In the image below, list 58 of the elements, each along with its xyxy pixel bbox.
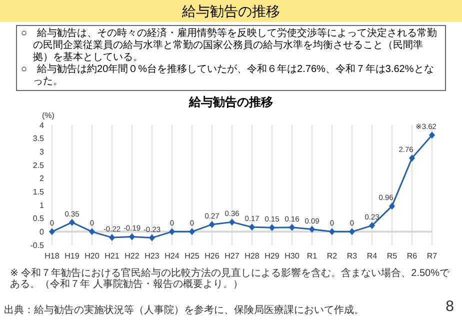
point xyxy=(289,224,295,231)
y-tick-label: 2.5 xyxy=(32,160,45,170)
point xyxy=(249,224,255,231)
x-tick-label: H30 xyxy=(284,252,300,261)
x-tick-label: H21 xyxy=(104,252,120,261)
y-tick-label: -0.5 xyxy=(30,240,45,250)
x-tick-label: H23 xyxy=(144,252,160,261)
y-tick-label: 0.5 xyxy=(32,214,45,224)
x-tick-label: R7 xyxy=(426,252,438,261)
point xyxy=(309,226,315,233)
x-tick-label: R1 xyxy=(306,252,318,261)
text: ※ 令和７年勧告における官民給与の比較方法の見直しによる影響を含む。含まない場合、2.50%である。（令和７年 人事院勧告・報告の概要より。） xyxy=(10,268,450,290)
point xyxy=(109,234,115,242)
x-tick-label: H28 xyxy=(244,252,260,261)
point xyxy=(189,228,195,236)
x-tick-label: R5 xyxy=(386,252,398,261)
point xyxy=(229,218,235,226)
y-tick-label: 4 xyxy=(40,120,45,130)
point xyxy=(209,220,215,228)
point xyxy=(269,224,275,232)
x-tick-label: H27 xyxy=(224,252,240,261)
x-tick-label: R4 xyxy=(366,252,378,261)
y-tick-label: 3 xyxy=(40,148,45,157)
source-note: 出典：給与勧告の実施状況等（人事院）を参考に、保険局医療課において作成。 xyxy=(4,304,364,317)
point xyxy=(149,234,155,242)
point xyxy=(349,228,355,236)
point xyxy=(329,228,335,236)
y-tick-label: 1.5 xyxy=(32,188,45,197)
x-tick-label: H26 xyxy=(204,252,220,261)
point xyxy=(409,154,415,162)
x-tick-label: R2 xyxy=(326,252,338,261)
x-tick-label: H18 xyxy=(44,252,60,261)
x-tick-label: R6 xyxy=(406,252,418,261)
point xyxy=(89,228,95,236)
y-tick-label: 0 xyxy=(40,228,45,237)
point xyxy=(69,218,75,226)
text: 8 xyxy=(446,298,454,315)
point xyxy=(429,132,435,139)
chart-subtitle: 給与勧告の推移 xyxy=(188,94,274,111)
point xyxy=(389,202,395,210)
y-tick-label: 1 xyxy=(40,200,45,210)
text: ○ 給与勧告は約20年間０%台を推移していたが、令和６年は2.76%、令和７年は3.62%となった。 xyxy=(21,64,435,88)
y-tick-label: 2 xyxy=(40,174,45,184)
x-tick-label: H20 xyxy=(84,252,100,261)
point xyxy=(169,228,175,236)
y-tick-label: 3.5 xyxy=(32,134,45,144)
x-tick-label: H25 xyxy=(184,252,200,261)
text: ○ 給与勧告は、その時々の経済・雇用情勢等を反映して労使交渉等によって決定される常勤の民間企業従業員の給与水準と常勤の国家公務員の給与水準を均衡させること（民間準拠）を基本としている。 xyxy=(21,28,438,64)
chart-title: 給与勧告の推移 xyxy=(0,0,462,22)
point xyxy=(49,228,55,236)
y-axis-title: (%) xyxy=(42,111,54,120)
point xyxy=(369,222,375,230)
x-tick-label: H22 xyxy=(124,252,140,261)
x-tick-label: H29 xyxy=(264,252,280,261)
point xyxy=(129,233,135,240)
x-tick-label: R3 xyxy=(346,252,358,261)
x-tick-label: H24 xyxy=(164,252,180,261)
x-tick-label: H19 xyxy=(64,252,80,261)
